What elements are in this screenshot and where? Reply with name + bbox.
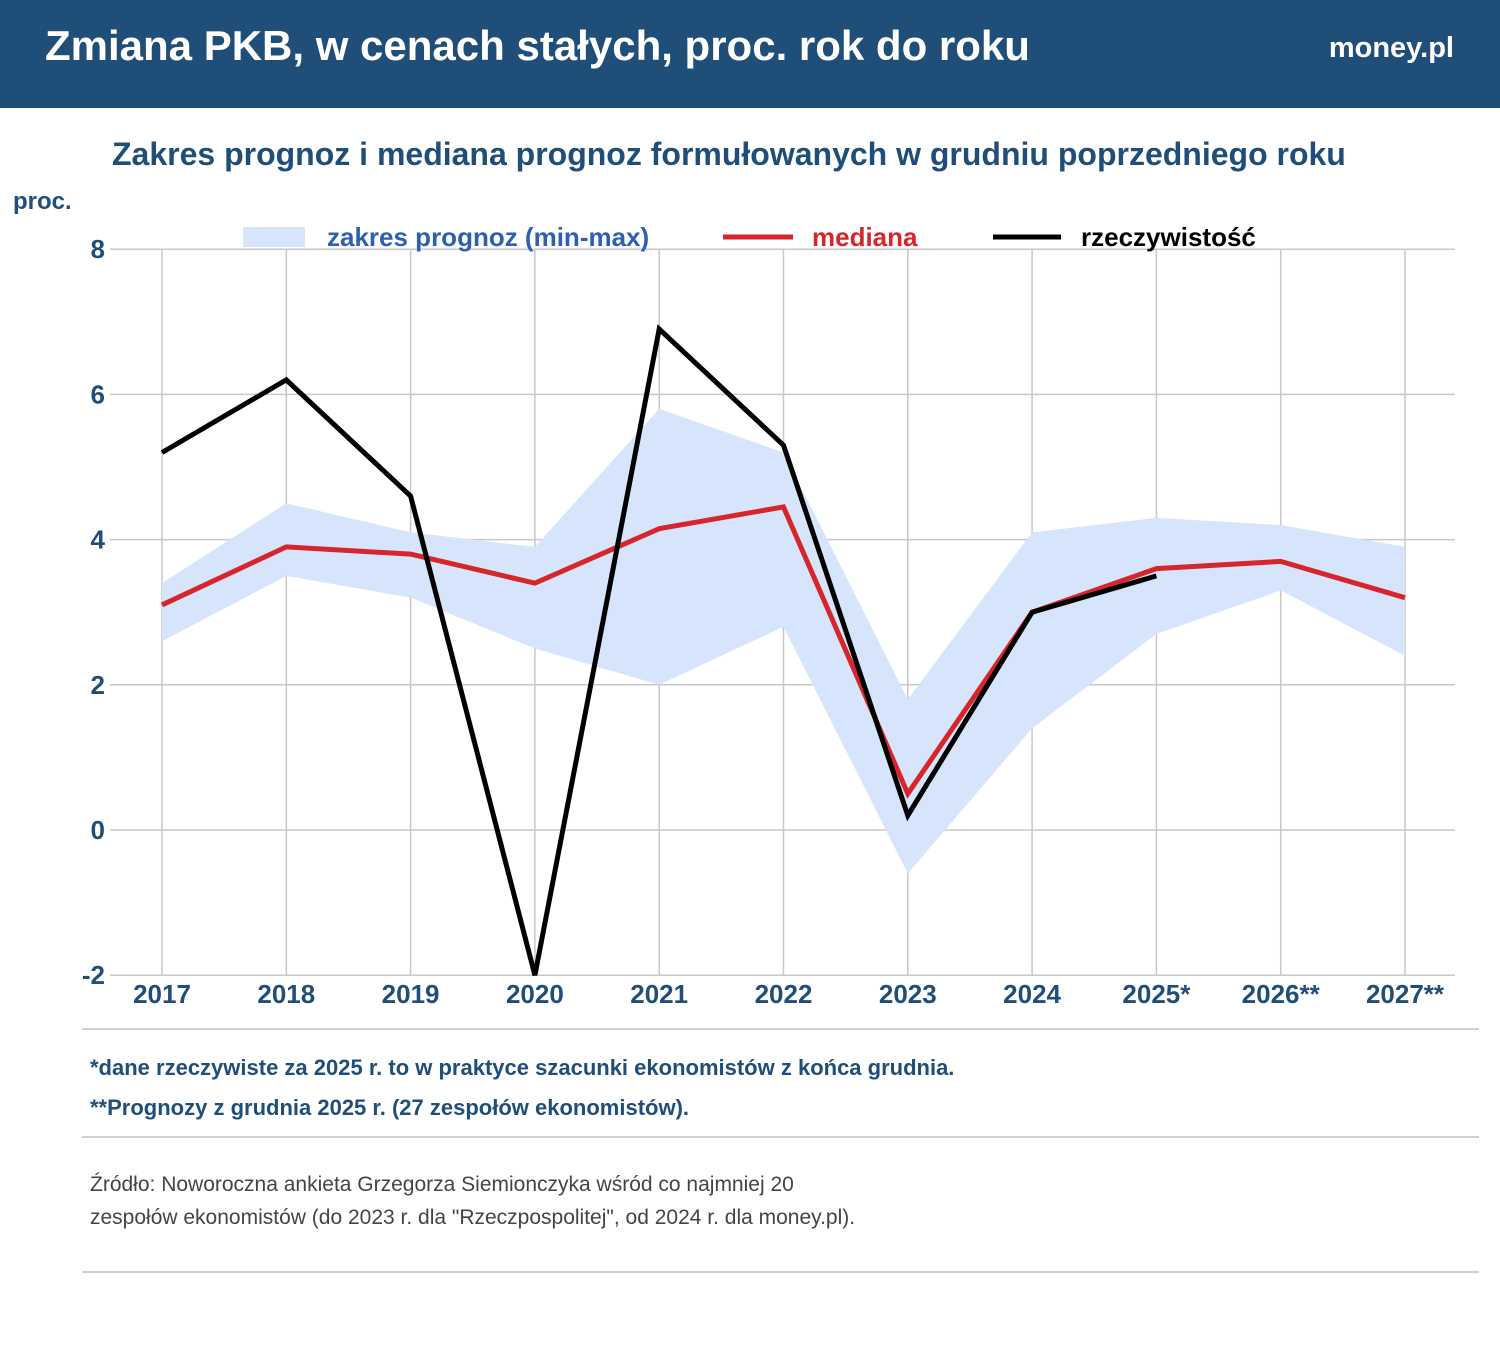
note-2: **Prognozy z grudnia 2025 r. (27 zespołó… [90,1095,690,1120]
median-line [160,504,1406,799]
x-tick-label: 2023 [879,979,937,1009]
x-tick-label: 2021 [630,979,688,1009]
actual-line [160,324,1158,976]
source: Źródło: Noworoczna ankieta Grzegorza Sie… [90,1168,855,1234]
divider [82,1136,1479,1138]
x-tick-label: 2026** [1242,979,1321,1009]
divider [82,1271,1479,1273]
range-band [162,408,1405,874]
source-line: Źródło: Noworoczna ankieta Grzegorza Sie… [90,1173,794,1196]
y-tick-label: 2 [91,670,105,700]
x-tick-label: 2022 [755,979,813,1009]
x-tick-label: 2025* [1122,979,1191,1009]
x-tick-label: 2020 [506,979,564,1009]
x-tick-label: 2019 [382,979,440,1009]
note-1: *dane rzeczywiste za 2025 r. to w prakty… [90,1055,955,1080]
legend-label-actual: rzeczywistość [1081,222,1256,252]
page-title: Zmiana PKB, w cenach stałych, proc. rok … [45,22,1030,69]
chart: -2 0 2 4 6 8 2017 2018 2019 2020 2021 2022 2023 2024 2… [82,222,1455,1009]
y-tick-label: 6 [91,379,105,409]
y-axis-label: proc. [13,188,72,215]
x-tick-label: 2018 [257,979,315,1009]
header: Zmiana PKB, w cenach stałych, proc. rok … [0,0,1500,108]
divider [82,1028,1479,1030]
legend-swatch-range [243,227,305,247]
y-tick-label: 4 [91,525,106,555]
y-tick-label: 0 [91,815,105,845]
x-tick-label: 2017 [133,979,191,1009]
y-tick-label: 8 [91,234,105,264]
source-line: zespołów ekonomistów (do 2023 r. dla "Rz… [90,1206,856,1229]
x-tick-label: 2024 [1003,979,1061,1009]
x-tick-label: 2027** [1366,979,1445,1009]
logo: money.pl [1328,32,1454,64]
legend-label-range: zakres prognoz (min-max) [327,222,649,252]
chart-title: Zakres prognoz i mediana prognoz formuło… [112,136,1346,172]
legend-label-median: mediana [812,222,918,252]
y-tick-label: -2 [82,960,105,990]
